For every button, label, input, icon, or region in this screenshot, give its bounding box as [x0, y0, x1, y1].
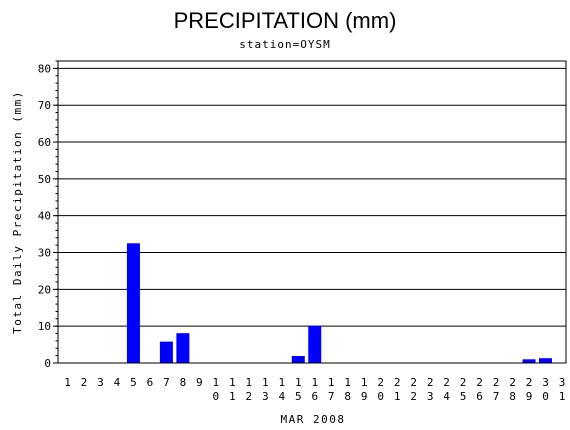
bar-day-30 [539, 358, 553, 363]
y-tick-label: 30 [38, 247, 51, 260]
bar-day-5 [126, 243, 140, 363]
x-tick-labels: 1 2 3 4 5 6 7 8 9 1 01 11 21 31 41 51 61 71 81 92 02 12 22 32 42… [64, 376, 565, 403]
x-axis-label: MAR 2008 [281, 413, 346, 426]
plot-frame [57, 60, 567, 364]
y-axis-label: Total Daily Precipitation (mm) [11, 90, 24, 334]
x-tick-label: 2 [81, 376, 88, 389]
x-tick-label: 5 [130, 376, 137, 389]
chart-subtitle: station=OYSM [239, 38, 330, 51]
y-tick-label: 40 [38, 210, 51, 223]
y-tick-label: 80 [38, 62, 51, 75]
bar-day-8 [176, 333, 190, 363]
bar-day-29 [522, 359, 536, 363]
bar-day-16 [308, 325, 322, 363]
chart-title: PRECIPITATION (mm) [174, 8, 397, 33]
y-tick-label: 70 [38, 99, 51, 112]
y-tick-label: 10 [38, 320, 51, 333]
y-tick-label: 0 [44, 357, 51, 370]
y-tick-label: 20 [38, 283, 51, 296]
x-tick-label: 7 [163, 376, 170, 389]
bar-day-15 [291, 356, 305, 363]
x-tick-label: 8 [180, 376, 187, 389]
y-tick-labels: 0 10 20 30 40 50 60 70 80 [38, 62, 58, 370]
x-tick-label: 6 [147, 376, 154, 389]
x-tick-label: 3 [97, 376, 104, 389]
x-tick-label: 1 [64, 376, 71, 389]
y-tick-label: 50 [38, 173, 51, 186]
x-tick-label: 4 [114, 376, 121, 389]
y-tick-label: 60 [38, 136, 51, 149]
bars [126, 243, 553, 363]
bar-day-7 [159, 341, 173, 363]
x-tick-label: 9 [196, 376, 203, 389]
gridlines [58, 67, 566, 327]
